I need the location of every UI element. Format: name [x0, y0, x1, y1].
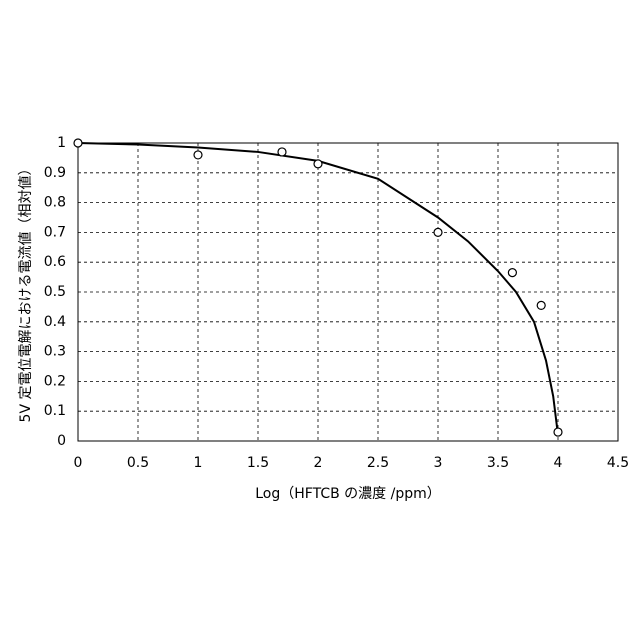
x-tick-label: 1.5: [247, 455, 269, 471]
y-tick-label: 0.8: [44, 195, 66, 211]
data-point: [314, 160, 322, 168]
y-tick-label: 0.9: [44, 165, 66, 181]
x-tick-label: 2: [314, 455, 323, 471]
y-tick-label: 0.3: [44, 344, 66, 360]
y-tick-label: 0.5: [44, 284, 66, 300]
data-point: [554, 428, 562, 436]
data-point: [508, 269, 516, 277]
x-tick-label: 3.5: [487, 455, 509, 471]
y-axis-label: 5V 定電位電解における電流値（相対値）: [18, 162, 34, 423]
data-point: [74, 139, 82, 147]
x-tick-label: 0.5: [127, 455, 149, 471]
x-tick-label: 0: [74, 455, 83, 471]
y-tick-label: 1: [57, 135, 66, 151]
y-tick-label: 0.2: [44, 373, 66, 389]
x-tick-label: 4: [554, 455, 563, 471]
x-tick-label: 1: [194, 455, 203, 471]
data-point: [434, 228, 442, 236]
x-axis-label: Log（HFTCB の濃度 /ppm）: [255, 486, 440, 502]
y-tick-label: 0.7: [44, 224, 66, 240]
y-tick-label: 0: [57, 433, 66, 449]
x-tick-label: 4.5: [607, 455, 629, 471]
y-tick-label: 0.4: [44, 314, 66, 330]
data-point: [278, 148, 286, 156]
data-point: [537, 301, 545, 309]
y-tick-label: 0.1: [44, 403, 66, 419]
x-tick-label: 2.5: [367, 455, 389, 471]
x-tick-label: 3: [434, 455, 443, 471]
chart: Log（HFTCB の濃度 /ppm） 5V 定電位電解における電流値（相対値）…: [0, 0, 640, 640]
y-tick-label: 0.6: [44, 254, 66, 270]
data-point: [194, 151, 202, 159]
